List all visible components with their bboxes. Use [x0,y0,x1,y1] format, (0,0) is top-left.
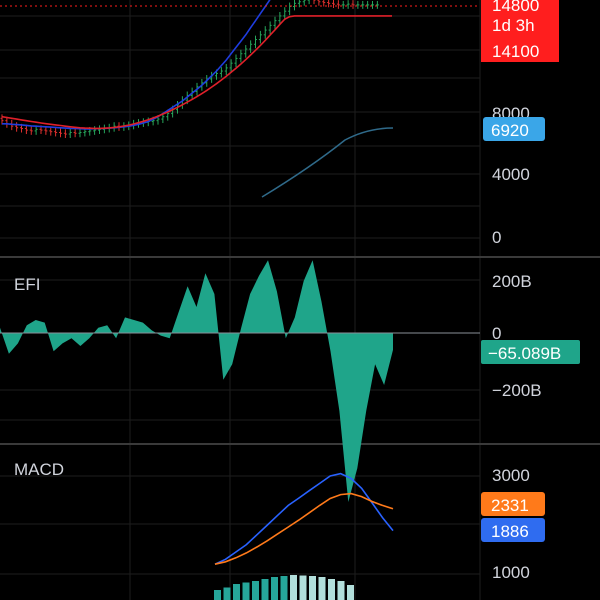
macd-histogram-bar-5 [261,579,269,600]
macd-histogram-bar-1 [223,587,231,600]
efi-value: −65.089B [488,344,561,363]
macd-histogram [214,575,354,600]
macd-line [214,472,394,565]
macd-histogram-bar-9 [299,575,307,600]
efi-axis-tick-200b: 200B [492,272,532,291]
macd-histogram-bar-2 [233,584,240,600]
signal-value-badge[interactable] [481,492,545,516]
efi-title: EFI [14,275,40,294]
macd-histogram-bar-6 [271,577,278,600]
last-price-value: 14800 [492,0,539,15]
ma-value-badge-text: 14100 [492,42,539,61]
macd-histogram-bar-12 [328,579,335,600]
volume-ma-value: 6920 [491,121,529,140]
efi-axis-tick-minus-200b: −200B [492,381,542,400]
macd-lines [214,472,394,565]
ma-fast-line [2,0,271,130]
macd-histogram-bar-13 [337,581,345,600]
macd-histogram-bar-14 [347,585,354,600]
ma-slow-line [1,15,392,130]
macd-axis-tick-3000: 3000 [492,466,530,485]
macd-histogram-bar-10 [309,576,316,600]
efi-filled-area [0,260,393,502]
macd-histogram-bar-0 [214,590,221,600]
macd-histogram-bar-8 [290,575,297,600]
efi-value-badge[interactable] [481,340,580,364]
price-axis-tick-4000: 4000 [492,165,530,184]
price-axis-tick-0: 0 [492,228,501,247]
macd-histogram-bar-11 [318,577,326,600]
signal-value: 2331 [491,496,529,515]
macd-value-badge[interactable] [481,518,545,542]
macd-histogram-bar-3 [242,582,250,600]
bar-countdown: 1d 3h [492,16,535,35]
signal-line [214,492,394,565]
volume-ma-line [261,127,394,198]
volume-ma-curve [261,127,394,198]
efi-area [0,260,393,502]
volume-ma-badge[interactable] [483,117,545,141]
last-price-badge[interactable] [481,0,559,62]
price-pane[interactable]: 8000 4000 0 14800 1d 3h 14100 6920 [0,0,559,247]
moving-average-lines [1,0,392,130]
efi-axis-tick-0: 0 [492,324,501,343]
macd-histogram-bar-4 [252,581,259,600]
macd-title: MACD [14,460,64,479]
macd-value: 1886 [491,522,529,541]
efi-pane[interactable]: EFI 200B 0 −200B −65.089B [0,260,580,502]
macd-axis-tick-1000: 1000 [492,563,530,582]
macd-histogram-bar-7 [280,576,288,600]
macd-pane[interactable]: MACD 3000 1000 2331 1886 [14,460,545,600]
